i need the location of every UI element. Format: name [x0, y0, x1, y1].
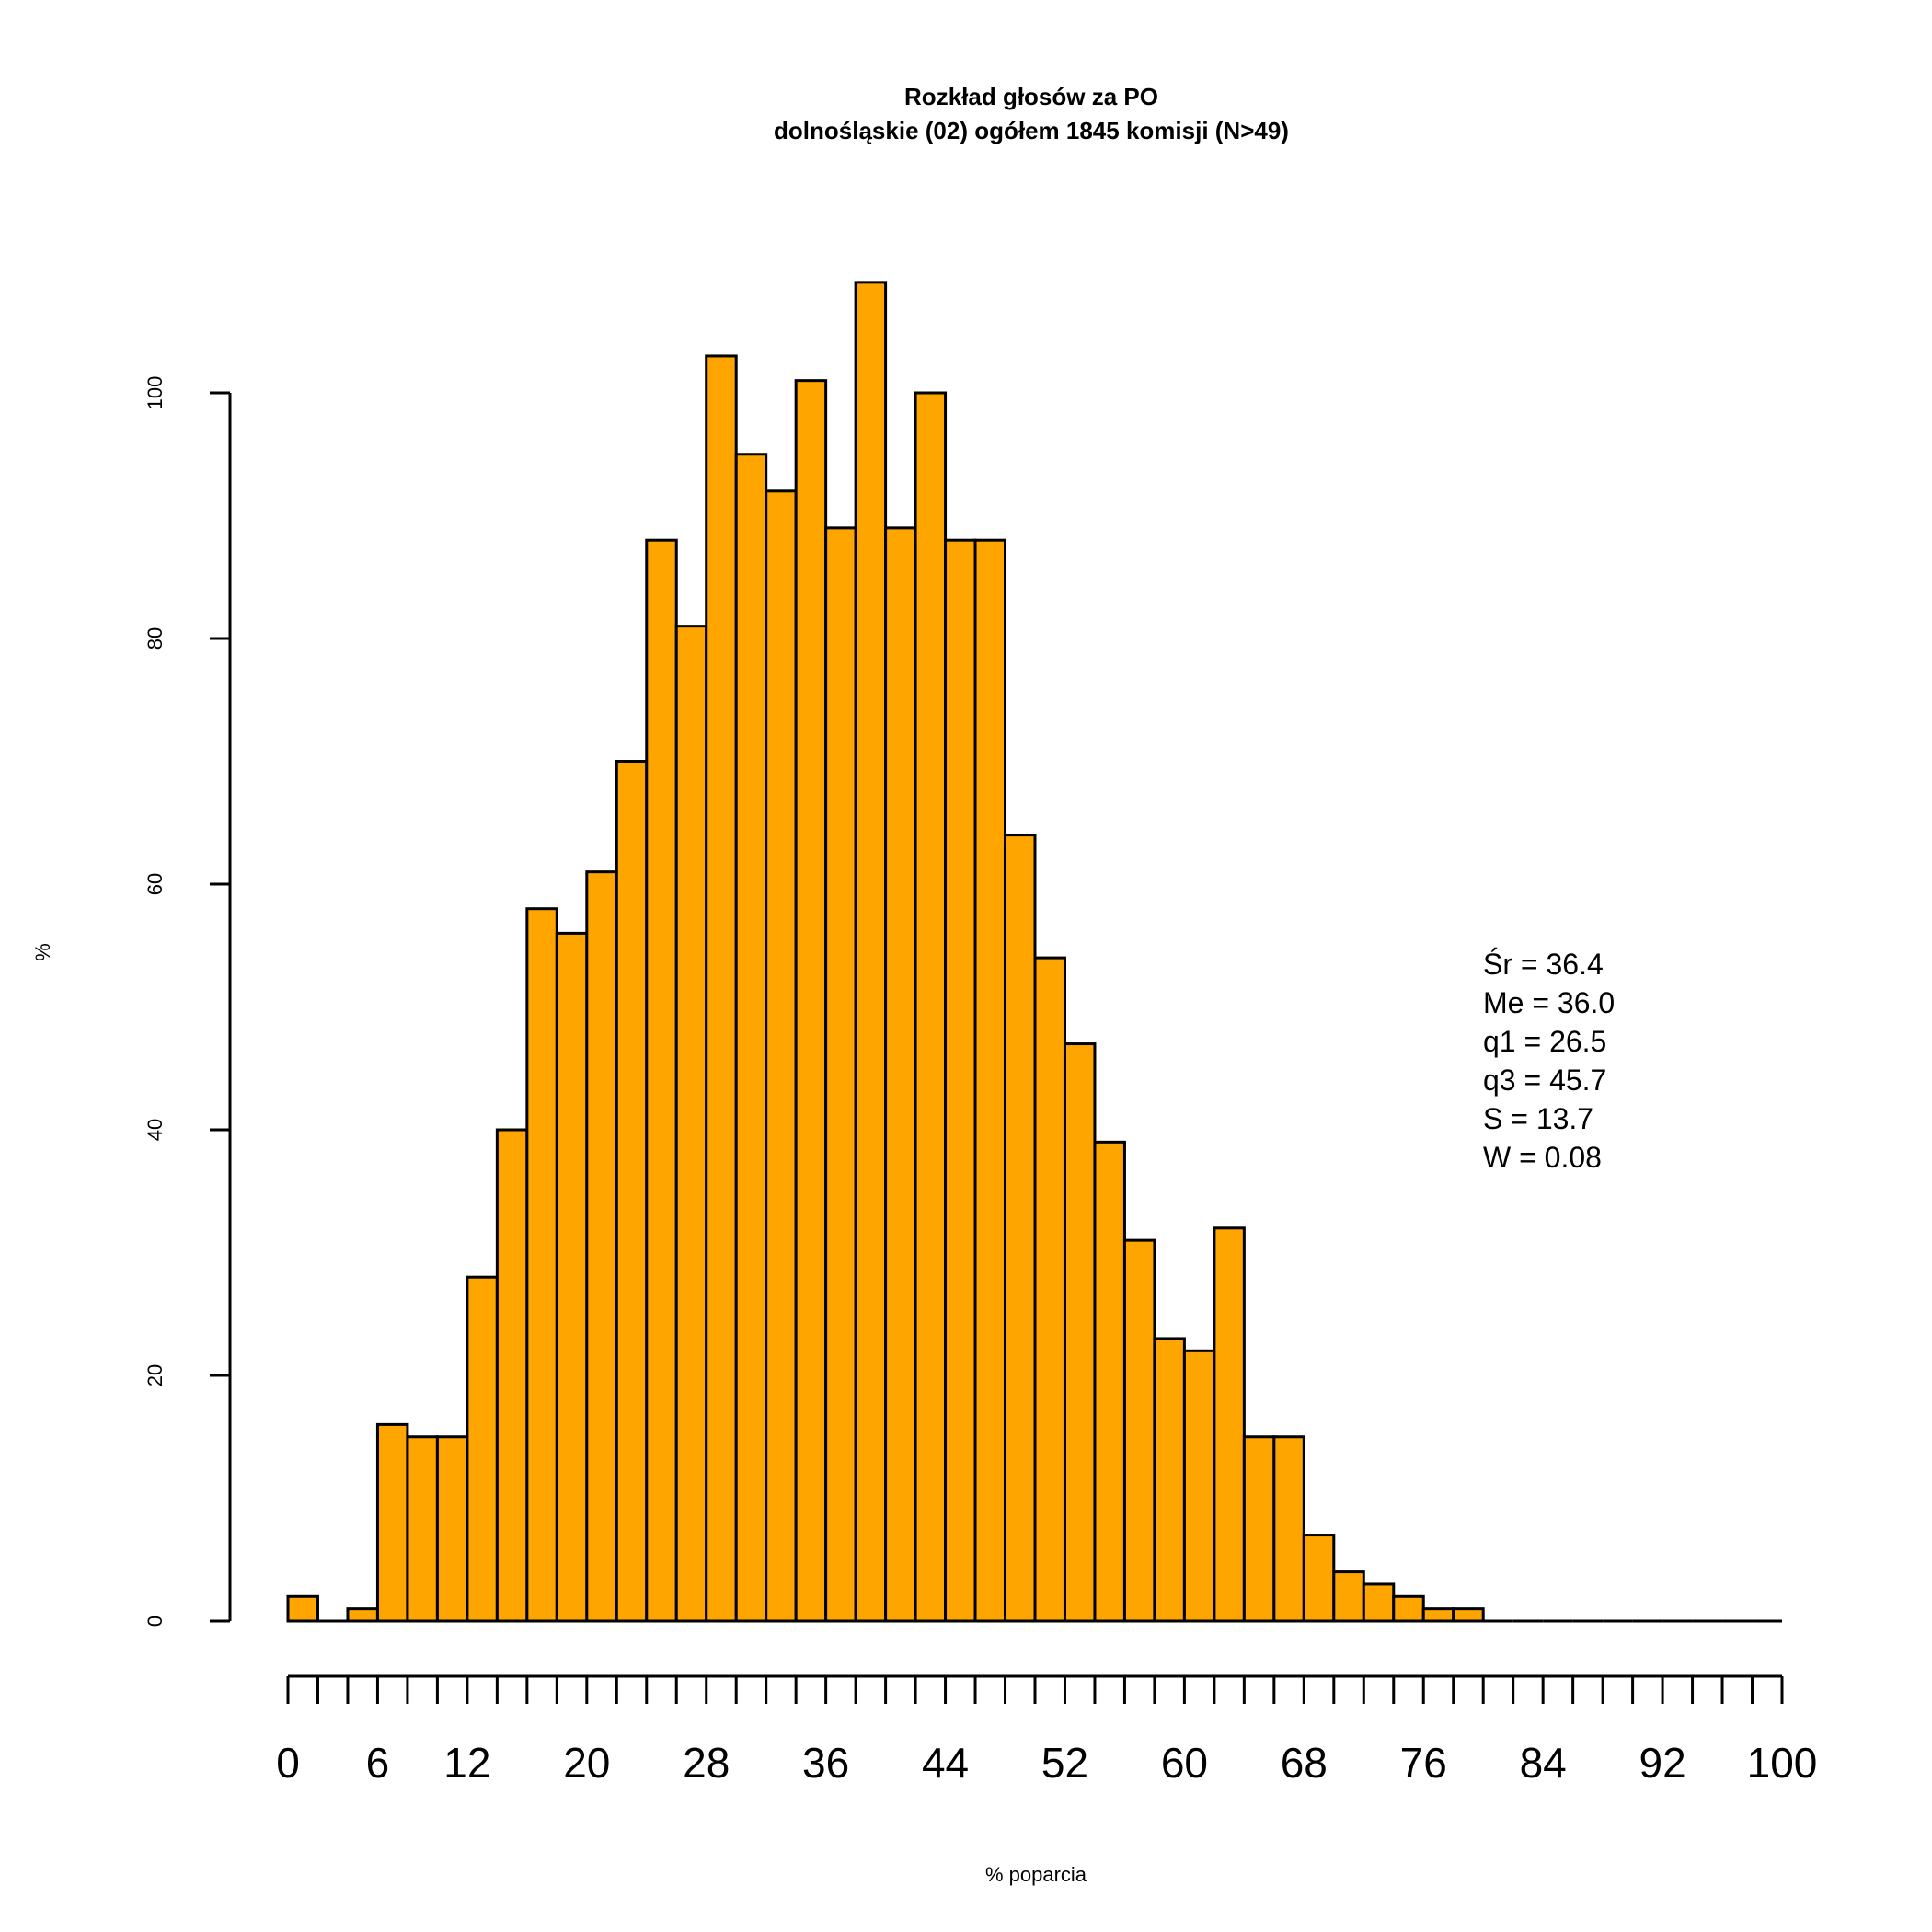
histogram-bar [765, 489, 798, 1623]
y-axis-label: % [31, 943, 54, 961]
x-tick-label: 20 [563, 1739, 610, 1787]
chart-title: Rozkład głosów za PO [904, 83, 1158, 110]
histogram-bar [1153, 1337, 1186, 1623]
histogram-bar [1213, 1226, 1246, 1623]
histogram-bar [1182, 1349, 1216, 1623]
histogram-bar [286, 1594, 319, 1623]
histogram-bar [615, 760, 649, 1623]
x-tick-label: 36 [802, 1739, 849, 1787]
x-tick-label: 84 [1520, 1739, 1567, 1787]
histogram-bar [1004, 834, 1037, 1623]
histogram-bar [1362, 1582, 1396, 1623]
histogram-bar [734, 453, 768, 1623]
x-axis: 0 6 12 20 28 36 44 52 60 68 76 84 92 100 [276, 1674, 1817, 1787]
x-tick-label: 68 [1281, 1739, 1328, 1787]
x-ticks: 0 6 12 20 28 36 44 52 60 68 76 84 92 100 [276, 1676, 1817, 1787]
histogram-bar [914, 391, 948, 1623]
y-tick-label: 100 [144, 376, 167, 410]
y-tick-label: 0 [144, 1616, 167, 1627]
summary-statistics: Śr = 36.4 Me = 36.0 q1 = 26.5 q3 = 45.7 S = … [1483, 948, 1615, 1174]
histogram-bar [466, 1275, 499, 1623]
x-tick-label: 6 [366, 1739, 390, 1787]
histogram-bar [1122, 1238, 1156, 1623]
y-tick-label: 40 [144, 1119, 167, 1141]
x-tick-label: 92 [1639, 1739, 1685, 1787]
histogram-bar [794, 379, 828, 1623]
histogram-bar [854, 281, 888, 1623]
x-tick-label: 52 [1041, 1739, 1088, 1787]
histogram-bar [1421, 1607, 1455, 1623]
x-tick-label: 0 [276, 1739, 300, 1787]
x-tick-label: 100 [1747, 1739, 1818, 1787]
histogram-bar [585, 870, 618, 1623]
bars-group [286, 281, 1782, 1623]
stat-line: q3 = 45.7 [1483, 1064, 1606, 1097]
histogram-bar [884, 526, 917, 1623]
histogram-bar [1452, 1607, 1485, 1623]
x-tick-label: 28 [683, 1739, 730, 1787]
histogram-bar [406, 1435, 439, 1623]
x-tick-label: 60 [1161, 1739, 1208, 1787]
histogram-bar [645, 538, 678, 1623]
histogram-bar [1302, 1534, 1336, 1623]
histogram-bar [525, 907, 558, 1623]
histogram-bar [824, 526, 857, 1623]
histogram-bar [1093, 1140, 1126, 1623]
y-tick-label: 60 [144, 873, 167, 895]
histogram-bar [973, 538, 1007, 1623]
histogram-bar [944, 538, 977, 1623]
stat-line: S = 13.7 [1483, 1102, 1593, 1135]
stat-line: W = 0.08 [1483, 1141, 1602, 1174]
chart-subtitle: dolnośląskie (02) ogółem 1845 komisji (N… [774, 117, 1289, 144]
x-tick-label: 76 [1400, 1739, 1447, 1787]
histogram-bar [375, 1422, 409, 1623]
y-tick-label: 80 [144, 627, 167, 650]
histogram-bar [1242, 1435, 1276, 1623]
y-ticks: 0 20 40 60 80 100 [144, 376, 230, 1627]
x-axis-label: % poparcia [985, 1863, 1087, 1886]
histogram-bar [346, 1607, 379, 1623]
stat-line: q1 = 26.5 [1483, 1025, 1606, 1058]
histogram-bar [1272, 1435, 1305, 1623]
x-tick-label: 44 [922, 1739, 969, 1787]
histogram-bar [1392, 1594, 1425, 1623]
y-tick-label: 20 [144, 1364, 167, 1386]
histogram-bar [495, 1128, 529, 1623]
stat-line: Me = 36.0 [1483, 986, 1615, 1019]
histogram-bar [1033, 956, 1066, 1623]
histogram-bar [1063, 1042, 1097, 1623]
histogram-bar [555, 931, 589, 1623]
y-axis: 0 20 40 60 80 100 [144, 376, 232, 1627]
histogram-bar [1332, 1570, 1365, 1623]
x-tick-label: 12 [443, 1739, 490, 1787]
histogram-bar [674, 625, 708, 1623]
histogram-bar [435, 1435, 469, 1623]
stat-line: Śr = 36.4 [1483, 948, 1604, 981]
histogram-bar [705, 354, 738, 1623]
